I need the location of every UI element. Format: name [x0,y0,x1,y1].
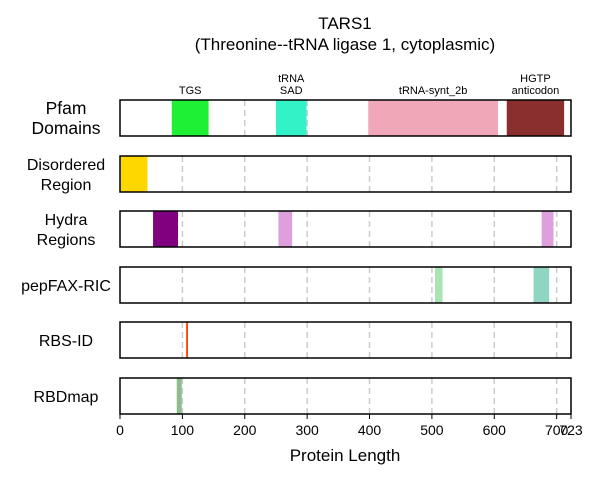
track-pepfax-ric: pepFAX-RIC [21,266,572,304]
x-tick-label: 100 [171,422,195,438]
track-hydra-regions: Hydra Regions [37,210,572,249]
segment-pepfax-ric-1 [533,267,550,303]
track-background [120,322,571,358]
segment-hydra-regions-0 [153,211,179,247]
tracks-group: TGS tRNA SAD tRNA-synt_2b HGTP anticodon Pfam D… [21,73,572,415]
x-tick-label: 200 [233,422,257,438]
segment-hydra-regions-2 [541,211,554,247]
track-background [120,267,571,303]
track-label-rbs-id: RBS-ID [39,333,93,350]
x-tick-label: 300 [295,422,319,438]
track-label-pepfax-ric: pepFAX-RIC [21,278,111,295]
x-tick-label: 0 [116,422,124,438]
domain-label-tgs: TGS [179,85,202,97]
x-tick-label: 723 [559,422,583,438]
track-rbdmap: RBDmap [34,377,572,415]
domain-label-hgtp-anticodon: HGTP anticodon [512,73,560,97]
track-border [119,266,572,304]
track-disordered-region: Disordered Region [27,155,572,194]
track-background [120,378,571,414]
segment-disordered-region-0 [120,156,148,192]
track-border [119,210,572,248]
x-tick-label: 600 [483,422,507,438]
track-label-hydra-regions: Hydra Regions [37,212,96,249]
domain-label-trna-synt-2b: tRNA-synt_2b [399,85,467,97]
segment-rbs-id-0 [186,322,188,358]
track-rbs-id: RBS-ID [39,321,572,359]
track-background [120,211,571,247]
track-label-pfam-domains: Pfam Domains [31,98,100,138]
track-label-rbdmap: RBDmap [34,389,99,406]
track-background [120,156,571,192]
track-border [119,99,572,137]
segment-pfam-domains-3 [506,100,565,136]
track-border [119,155,572,193]
x-tick-label: 500 [420,422,444,438]
track-label-disordered-region: Disordered Region [27,157,105,194]
chart-title: TARS1 [318,14,372,33]
domain-label-trna-sad: tRNA SAD [278,73,305,97]
segment-pfam-domains-1 [275,100,307,136]
x-tick-label: 700 [545,422,569,438]
segment-hydra-regions-1 [278,211,293,247]
track-pfam-domains: TGS tRNA SAD tRNA-synt_2b HGTP anticodon Pfam D… [31,73,572,138]
segment-pepfax-ric-0 [435,267,443,303]
segment-pfam-domains-0 [171,100,209,136]
chart-subtitle: (Threonine--tRNA ligase 1, cytoplasmic) [195,35,495,54]
track-border [119,377,572,415]
x-tick-label: 400 [358,422,382,438]
x-axis-label: Protein Length [290,446,401,465]
track-border [119,321,572,359]
segment-rbdmap-0 [176,378,182,414]
segment-pfam-domains-2 [368,100,499,136]
